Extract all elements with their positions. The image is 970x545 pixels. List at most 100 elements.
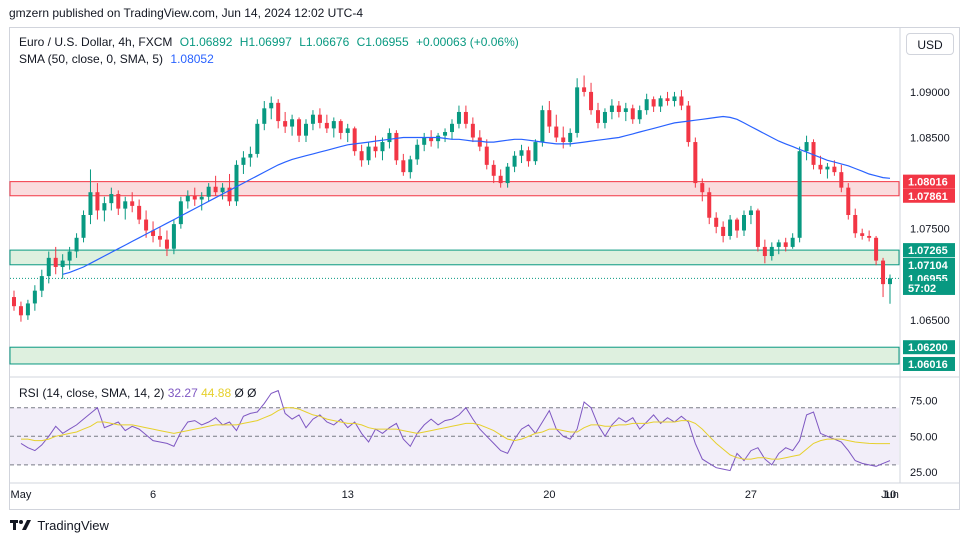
candle-body xyxy=(185,195,190,202)
candle-body xyxy=(304,123,308,136)
candle-body xyxy=(853,215,858,234)
price-label: 1.06200 xyxy=(908,342,948,354)
candle-body xyxy=(554,126,559,138)
candle-body xyxy=(415,144,420,160)
candle-body xyxy=(144,219,149,231)
candle-body xyxy=(25,303,30,316)
symbol-legend: Euro / U.S. Dollar, 4h, FXCM O1.06892 H1… xyxy=(19,35,523,49)
rsi-label[interactable]: RSI (14, close, SMA, 14, 2) xyxy=(19,386,165,400)
candle-body xyxy=(477,137,482,147)
change-value: +0.00063 (+0.06%) xyxy=(415,35,519,49)
candle-body xyxy=(324,122,329,129)
zone-support xyxy=(9,249,900,266)
candle-body xyxy=(123,201,128,209)
rsi-extra-1: Ø xyxy=(234,386,244,400)
candle-body xyxy=(637,110,642,120)
candle-body xyxy=(783,242,788,247)
price-axis: 1.09000 1.08500 1.07500 1.06500 1.08016 1.078… xyxy=(903,87,955,479)
currency-button[interactable]: USD xyxy=(906,33,954,55)
candle-body xyxy=(227,187,232,202)
candle-body xyxy=(443,132,448,136)
candle-body xyxy=(672,96,677,102)
candle-body xyxy=(53,257,58,267)
price-tick-label: 1.06500 xyxy=(910,315,950,327)
candle-body xyxy=(373,146,378,152)
candle-body xyxy=(755,210,760,247)
candle-body xyxy=(345,128,350,133)
candle-body xyxy=(874,237,879,261)
candle-body xyxy=(331,121,336,129)
candle-body xyxy=(686,105,691,143)
candle-body xyxy=(721,226,726,236)
price-label-box xyxy=(903,340,955,355)
candle-body xyxy=(596,110,600,123)
candle-body xyxy=(623,108,628,112)
candle-body xyxy=(338,121,343,133)
candle-body xyxy=(769,246,774,257)
time-tick-label: 6 xyxy=(150,489,156,501)
time-tick-label: Jun xyxy=(881,489,899,501)
price-label: 1.08016 xyxy=(908,177,948,189)
candle-body xyxy=(832,166,837,173)
price-label-box xyxy=(903,356,955,371)
high-value: H1.06997 xyxy=(239,35,292,49)
candle-body xyxy=(776,242,781,247)
candle-body xyxy=(547,110,552,127)
candle-body xyxy=(693,142,698,184)
candle-body xyxy=(60,260,65,267)
candle-body xyxy=(429,137,434,142)
candle-body xyxy=(762,246,767,257)
candle-body xyxy=(12,297,16,307)
sma-label[interactable]: SMA (50, close, 0, SMA, 5) xyxy=(19,52,164,66)
candle-body xyxy=(860,233,865,236)
candle-body xyxy=(735,219,740,231)
sma-line xyxy=(62,115,891,275)
candle-body xyxy=(540,110,545,143)
price-label-box xyxy=(903,174,955,189)
candle-body xyxy=(804,142,809,152)
rsi-value: 32.27 xyxy=(167,386,198,400)
time-tick-label: 13 xyxy=(342,489,354,501)
candle-body xyxy=(679,96,684,106)
tradingview-brand[interactable]: TradingView xyxy=(10,518,109,533)
rsi-extra-2: Ø xyxy=(247,386,257,400)
candle-body xyxy=(790,237,795,247)
candle-body xyxy=(498,175,503,184)
candle-body xyxy=(888,278,892,285)
sma-layer xyxy=(62,115,891,275)
candle-body xyxy=(881,260,886,285)
candle-body xyxy=(582,87,587,92)
candle-body xyxy=(178,201,183,225)
rsi-tick-label: 75.00 xyxy=(910,396,938,408)
candle-body xyxy=(276,102,281,122)
candle-body xyxy=(102,203,107,211)
price-label: 57:02 xyxy=(908,283,936,295)
candle-body xyxy=(519,150,524,156)
candle-body xyxy=(206,186,211,197)
candle-body xyxy=(283,121,288,127)
brand-name: TradingView xyxy=(37,518,109,533)
price-label: 1.07104 xyxy=(908,260,949,272)
candle-body xyxy=(651,99,656,107)
price-tick-label: 1.07500 xyxy=(910,224,950,236)
candle-body xyxy=(422,137,427,145)
candle-body xyxy=(220,187,225,193)
sma-value: 1.08052 xyxy=(170,52,214,66)
price-tick-label: 1.08500 xyxy=(910,133,950,145)
time-tick-label: 20 xyxy=(543,489,555,501)
price-tick-label: 1.09000 xyxy=(910,87,950,99)
candle-body xyxy=(568,132,573,143)
candle-body xyxy=(533,142,538,162)
rsi-sma-value: 44.88 xyxy=(201,386,232,400)
candle-body xyxy=(707,192,712,218)
candle-body xyxy=(505,166,510,184)
candle-body xyxy=(32,290,37,304)
price-label: 1.07861 xyxy=(908,191,948,203)
zone-resistance xyxy=(9,181,900,197)
symbol-name[interactable]: Euro / U.S. Dollar, 4h, FXCM xyxy=(19,35,173,49)
candle-body xyxy=(310,114,315,124)
candle-body xyxy=(589,91,594,111)
candle-body xyxy=(255,123,260,154)
